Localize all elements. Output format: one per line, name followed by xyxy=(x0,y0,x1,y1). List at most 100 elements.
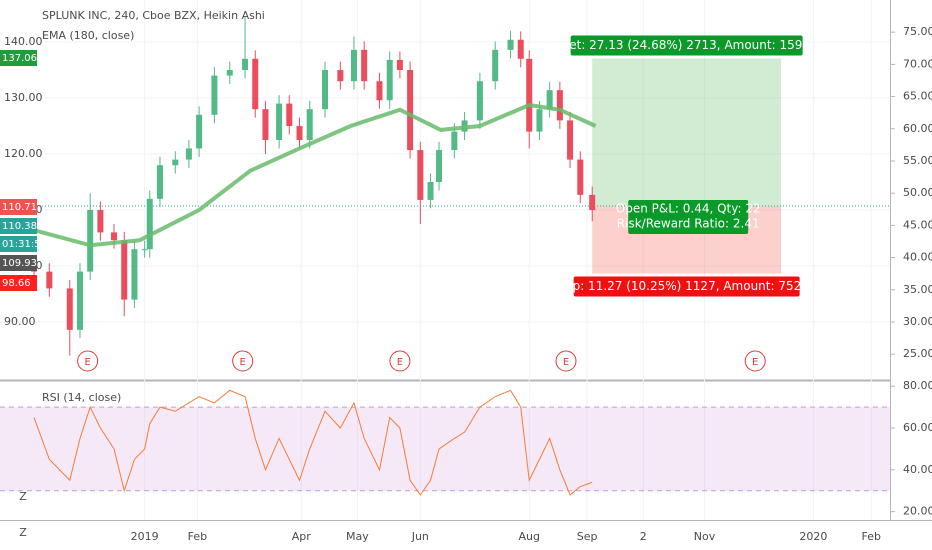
x-tick-label: Apr xyxy=(292,530,312,543)
candle-body xyxy=(567,120,574,160)
price-tag-label: 01:31:57 xyxy=(2,239,47,250)
candle-body xyxy=(46,271,53,289)
candle-body xyxy=(507,39,514,50)
y2-tick-label: 60.00 xyxy=(903,122,932,135)
candle-body xyxy=(386,59,393,101)
price-tag-label: 110.38 xyxy=(2,221,37,232)
price-tag-label: 109.93 xyxy=(2,258,37,269)
candle-body xyxy=(577,159,584,195)
rsi-tick-label: 40.00 xyxy=(903,463,932,476)
price-tag xyxy=(0,50,37,66)
price-tag xyxy=(0,255,37,271)
candle-body xyxy=(97,210,104,233)
candle-body xyxy=(350,49,357,82)
rsi-tick-label: 60.00 xyxy=(903,421,932,434)
price-tag xyxy=(0,199,37,215)
candle-body xyxy=(76,271,83,330)
y-tick-label: 140.00 xyxy=(4,35,43,48)
x-tick-label: Sep xyxy=(577,530,598,543)
event-label: E xyxy=(563,357,569,368)
chart-title: SPLUNK INC, 240, Cboe BZX, Heikin Ashi xyxy=(42,9,265,22)
scale-button[interactable]: Z xyxy=(19,526,27,539)
candle-body xyxy=(476,81,483,121)
y2-tick-label: 50.00 xyxy=(903,186,932,199)
candle-body xyxy=(337,70,344,82)
event-label: E xyxy=(752,357,758,368)
y2-tick-label: 25.00 xyxy=(903,347,932,360)
candle-body xyxy=(517,39,524,59)
candle-body xyxy=(156,165,163,199)
target-label-box xyxy=(570,35,803,56)
candle-body xyxy=(146,198,153,250)
price-tag xyxy=(0,275,37,291)
price-tag xyxy=(0,236,37,252)
candle-body xyxy=(306,109,313,140)
candle-body xyxy=(322,70,329,110)
y2-tick-label: 40.00 xyxy=(903,251,932,264)
candle-body xyxy=(121,240,128,300)
y2-tick-label: 70.00 xyxy=(903,57,932,70)
x-tick-label: 2019 xyxy=(131,530,159,543)
event-marker xyxy=(77,350,99,372)
candle-body xyxy=(536,109,543,132)
price-tag-label: 110.71 xyxy=(2,202,37,213)
price-tag-label: 98.66 xyxy=(2,278,31,289)
candle-body xyxy=(286,103,293,126)
rsi-line xyxy=(33,389,593,496)
rsi-title: RSI (14, close) xyxy=(42,391,121,404)
y2-tick-label: 30.00 xyxy=(903,315,932,328)
event-marker xyxy=(744,350,766,372)
event-label: E xyxy=(240,357,246,368)
scale-button[interactable]: Z xyxy=(19,490,27,503)
event-label: E xyxy=(397,357,403,368)
candle-body xyxy=(131,249,138,300)
candle-body xyxy=(589,194,596,210)
y-tick-label: 90.00 xyxy=(4,315,36,328)
y2-tick-label: 75.00 xyxy=(903,25,932,38)
candle-body xyxy=(252,58,259,110)
candle-body xyxy=(376,81,383,101)
price-tag xyxy=(0,218,37,234)
candle-body xyxy=(492,49,499,82)
x-tick-label: May xyxy=(346,530,369,543)
y2-tick-label: 55.00 xyxy=(903,154,932,167)
price-tag-label: 137.06 xyxy=(2,53,37,64)
candle-body xyxy=(262,109,269,140)
candle-body xyxy=(172,159,179,166)
target-label: Target: 27.13 (24.68%) 2713, Amount: 159… xyxy=(543,38,829,52)
candle-body xyxy=(276,103,283,140)
rsi-tick-label: 20.00 xyxy=(903,505,932,518)
y2-tick-label: 35.00 xyxy=(903,283,932,296)
rsi-band xyxy=(0,407,890,491)
plot: 2019 Feb Apr May Jun Aug Sep 2 Nov 2020 Feb 90.00 10… xyxy=(0,16,932,543)
candle-body xyxy=(396,59,403,70)
candle-body xyxy=(185,148,192,160)
event-marker xyxy=(389,350,411,372)
candle-body xyxy=(361,49,368,82)
y2-tick-label: 65.00 xyxy=(903,90,932,103)
candle-body xyxy=(211,75,218,115)
candle-body xyxy=(417,150,424,200)
stop-label-box xyxy=(573,276,800,297)
candle-body xyxy=(427,182,434,200)
stop-label: Stop: 11.27 (10.25%) 1127, Amount: 752.0… xyxy=(553,279,820,293)
candle-body xyxy=(451,131,458,151)
x-tick-label: Feb xyxy=(188,530,207,543)
rsi-tick-label: 80.00 xyxy=(903,379,932,392)
candle-body xyxy=(296,126,303,140)
candle-body xyxy=(407,70,414,151)
event-label: E xyxy=(84,357,90,368)
candle-body xyxy=(526,58,533,132)
x-tick-label: Nov xyxy=(694,530,716,543)
x-tick-label: Aug xyxy=(518,530,539,543)
ema-line xyxy=(33,102,597,248)
candle-body xyxy=(546,90,553,110)
x-tick-label: 2020 xyxy=(799,530,827,543)
y-tick-label: 130.00 xyxy=(4,91,43,104)
candle-body xyxy=(87,210,94,272)
event-marker xyxy=(555,350,577,372)
candle-body xyxy=(66,288,73,330)
x-tick-label: 2 xyxy=(640,530,647,543)
x-tick-label: Jun xyxy=(411,530,429,543)
